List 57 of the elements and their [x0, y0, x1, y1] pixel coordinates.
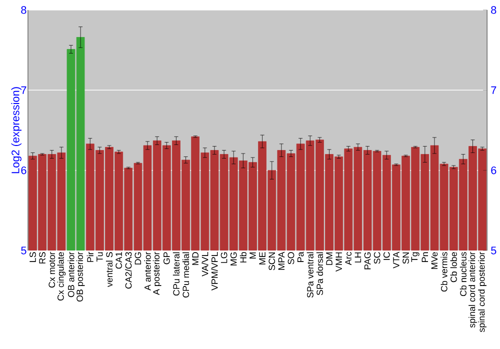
x-tick-label: PAG: [364, 252, 371, 270]
y-tick-label: 6: [21, 166, 26, 174]
x-tick-label: ME: [259, 252, 266, 264]
x-tick-label: DG: [134, 252, 142, 264]
x-tick-label: Cx motor: [48, 252, 56, 288]
x-tick-label: OB anterior: [68, 252, 74, 297]
x-tick-label: ventral S: [106, 252, 113, 287]
x-tick-label: LS: [30, 252, 36, 262]
x-tick-label: Pn: [422, 252, 428, 262]
x-tick-label: Tg: [411, 252, 420, 262]
x-tick-label: LH: [354, 252, 362, 262]
x-tick-label: Arc: [345, 252, 352, 265]
x-tick-label: MVe: [431, 252, 438, 269]
x-tick-label: VMH: [336, 252, 342, 272]
x-tick-label: spinal cord posterior: [478, 252, 486, 332]
x-tick-label: CPu lateral: [172, 252, 180, 296]
y-tick-label: 5: [21, 246, 26, 254]
x-tick-label: Cb vermis: [440, 252, 448, 292]
x-tick-label: SO: [288, 252, 294, 264]
y2-tick-label: 8: [491, 6, 496, 14]
x-tick-label: Pir: [86, 252, 94, 262]
x-tick-label: A posterior: [152, 252, 162, 295]
x-tick-label: LG: [220, 252, 228, 263]
x-tick-label: GP: [163, 252, 170, 264]
x-tick-label: SN: [402, 252, 409, 264]
x-tick-label: OB posterior: [76, 252, 85, 302]
x-tick-label: DM: [326, 252, 332, 265]
x-tick-label: CPu medial: [182, 252, 190, 298]
x-tick-label: Cb lobe: [450, 252, 457, 282]
x-tick-label: Tu: [96, 252, 103, 262]
x-tick-label: spinal cord anterior: [468, 252, 477, 328]
x-tick-label: CA2/CA3: [125, 252, 132, 288]
x-tick-label: MD: [192, 252, 198, 265]
x-tick-label: A anterior: [144, 252, 151, 290]
x-tick-label: Pa: [297, 252, 304, 262]
y-tick-label: 7: [21, 86, 26, 94]
y2-tick-label: 6: [491, 166, 496, 174]
y-axis-title: Log2 (expression): [11, 87, 22, 173]
x-tick-label: Cb nucleus: [460, 252, 466, 296]
x-tick-label: VA/VL: [202, 252, 208, 276]
x-tick-label: RS: [39, 252, 46, 264]
x-tick-label: Hb: [240, 252, 246, 262]
x-tick-label: MG: [230, 252, 237, 266]
x-tick-label: SC: [374, 252, 380, 264]
x-tick-label: MPA: [278, 252, 285, 270]
x-tick-label: IC: [383, 252, 390, 260]
x-tick-label: VTA: [393, 252, 400, 268]
y-tick-label: 8: [21, 6, 26, 14]
x-tick-label: Cx cingulate: [57, 252, 66, 300]
x-tick-label: SPa ventral: [306, 252, 314, 298]
y2-tick-label: 7: [491, 86, 496, 94]
x-tick-label: VPM/VPL: [211, 252, 218, 290]
y2-tick-label: 5: [491, 246, 496, 254]
x-tick-label: SCN: [268, 252, 276, 270]
x-tick-label: M: [250, 252, 256, 258]
x-tick-label: CA1: [116, 252, 122, 269]
x-tick-label: SPa dorsal: [316, 252, 323, 295]
